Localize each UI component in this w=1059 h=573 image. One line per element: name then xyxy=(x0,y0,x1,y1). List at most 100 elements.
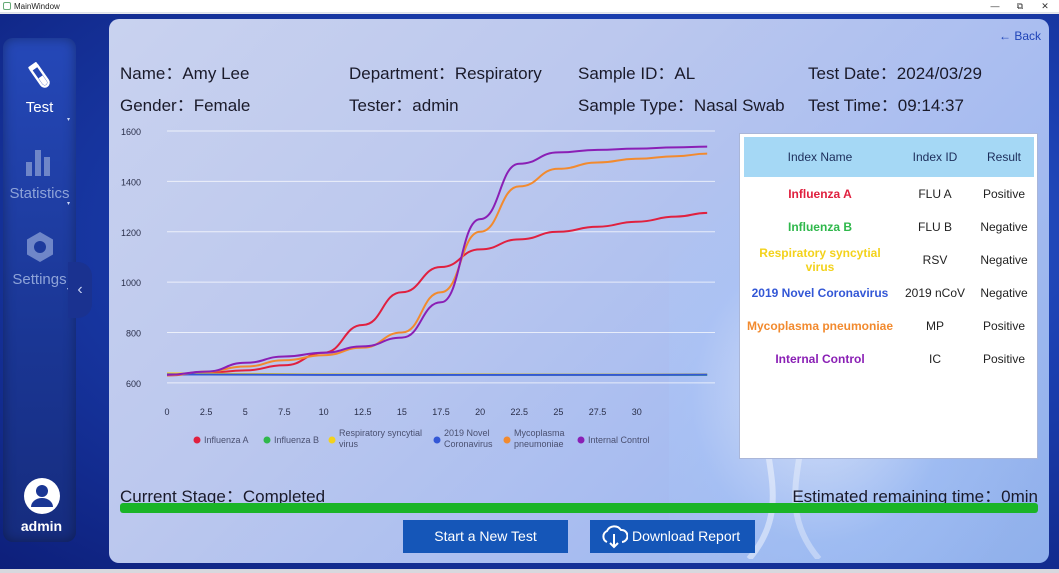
back-link[interactable]: ← Back xyxy=(999,29,1042,43)
sidebar-item-test[interactable]: Test ▾ xyxy=(3,60,76,123)
x-tick-label: 27.5 xyxy=(589,407,607,417)
index-id-cell: MP xyxy=(926,318,944,333)
x-tick-label: 5 xyxy=(243,407,248,417)
department: Department：Respiratory xyxy=(349,64,542,83)
x-tick-label: 2.5 xyxy=(200,407,213,417)
title-bar: MainWindow — ⧉ ✕ xyxy=(0,0,1059,13)
column-header-index-name: Index Name xyxy=(744,137,896,177)
progress-bar-fill xyxy=(120,503,1038,513)
index-id-cell: IC xyxy=(929,351,941,366)
patient-name: Name：Amy Lee xyxy=(120,64,250,83)
cloud-download-icon xyxy=(602,525,628,549)
results-header-row: Index Name Index ID Result xyxy=(744,137,1034,177)
result-cell: Positive xyxy=(982,318,1026,333)
chart-canvas: 600 800 1000 1200 1400 1600 0 2.5 5 7.5 10 12.5 15 17… xyxy=(121,127,715,449)
sidebar-item-label: Test xyxy=(25,99,54,116)
legend-label: Influenza A xyxy=(204,435,249,445)
table-row: 2019 Novel Coronavirus 2019 nCoV Negative xyxy=(744,276,1034,309)
sidebar-item-label: Settings xyxy=(12,271,67,288)
sidebar-item-label: Statistics xyxy=(9,185,70,202)
index-id-cell: FLU A xyxy=(918,186,952,201)
legend-marker xyxy=(503,436,511,444)
legend-marker xyxy=(263,436,271,444)
index-id-cell: FLU B xyxy=(917,219,952,234)
column-header-index-id: Index ID xyxy=(896,137,974,177)
test-time: Test Time：09:14:37 xyxy=(808,96,964,115)
patient-gender: Gender：Female xyxy=(120,96,251,115)
y-tick-label: 1000 xyxy=(121,278,141,288)
legend-marker xyxy=(433,436,441,444)
index-name-cell: Internal Control xyxy=(775,351,865,366)
window-bottom-edge xyxy=(0,569,1059,573)
amplification-chart: 600 800 1000 1200 1400 1600 0 2.5 5 7.5 10 12.5 15 17… xyxy=(117,125,729,465)
result-cell: Positive xyxy=(982,186,1026,201)
y-tick-label: 1600 xyxy=(121,127,141,137)
user-icon xyxy=(31,485,53,507)
index-name-cell: Influenza B xyxy=(787,219,852,234)
result-cell: Positive xyxy=(982,351,1026,366)
x-tick-label: 7.5 xyxy=(278,407,291,417)
sidebar-collapse-button[interactable]: ‹ xyxy=(68,262,92,318)
index-name-cell: Mycoplasma pneumoniae xyxy=(746,318,894,333)
x-tick-label: 20 xyxy=(475,407,485,417)
result-cell: Negative xyxy=(980,252,1028,267)
y-tick-label: 600 xyxy=(126,379,141,389)
sample-id: Sample ID：AL xyxy=(578,64,696,83)
window-title: MainWindow xyxy=(14,2,60,11)
series-line xyxy=(166,145,708,376)
x-tick-label: 15 xyxy=(397,407,407,417)
close-button[interactable]: ✕ xyxy=(1041,1,1049,11)
start-new-test-button[interactable]: Start a New Test xyxy=(403,520,568,553)
results-table: Index Name Index ID Result Influenza A FL… xyxy=(744,137,1034,375)
legend-label: Mycoplasma pneumoniae xyxy=(514,428,565,449)
table-row: Influenza A FLU A Positive xyxy=(744,177,1034,210)
bar-chart-icon xyxy=(25,150,50,176)
y-tick-label: 1400 xyxy=(121,177,141,187)
estimated-remaining-time: Estimated remaining time：0min xyxy=(792,487,1038,506)
result-cell: Negative xyxy=(980,285,1028,300)
minimize-button[interactable]: — xyxy=(990,1,1000,11)
series-line xyxy=(166,373,708,376)
index-name-cell: 2019 Novel Coronavirus xyxy=(751,285,889,300)
legend-marker xyxy=(328,436,336,444)
column-header-result: Result xyxy=(974,137,1034,177)
restore-button[interactable]: ⧉ xyxy=(1016,1,1024,11)
download-report-button[interactable]: Download Report xyxy=(590,520,755,553)
series-line xyxy=(166,211,708,377)
current-stage: Current Stage：Completed xyxy=(120,487,326,506)
sidebar: Test ▾ Statistics ▾ Settings ▾ admin xyxy=(3,38,76,542)
legend-marker xyxy=(577,436,585,444)
test-tube-icon xyxy=(27,62,50,88)
sidebar-item-settings[interactable]: Settings ▾ xyxy=(3,230,76,293)
legend-label: Influenza B xyxy=(274,435,319,445)
tester: Tester：admin xyxy=(349,96,459,115)
x-tick-label: 12.5 xyxy=(354,407,372,417)
x-tick-label: 30 xyxy=(632,407,642,417)
x-tick-label: 0 xyxy=(164,407,169,417)
test-date: Test Date：2024/03/29 xyxy=(808,64,982,83)
index-name-cell: Influenza A xyxy=(788,186,852,201)
sidebar-item-statistics[interactable]: Statistics ▾ xyxy=(3,146,76,207)
index-id-cell: 2019 nCoV xyxy=(904,285,966,300)
nav-indicator: ▾ xyxy=(66,201,70,207)
main-panel: ← Back Name：Amy Lee Gender：Female Depart… xyxy=(109,19,1049,563)
sample-type: Sample Type：Nasal Swab xyxy=(578,96,785,115)
user-name: admin xyxy=(20,518,63,534)
index-id-cell: RSV xyxy=(922,252,948,267)
legend-label: 2019 Novel Coronavirus xyxy=(444,428,493,449)
x-tick-label: 22.5 xyxy=(511,407,529,417)
table-row: Influenza B FLU B Negative xyxy=(744,210,1034,243)
legend-label: Internal Control xyxy=(588,435,650,445)
legend-label: Respiratory syncytial virus xyxy=(339,428,422,449)
user-avatar-icon[interactable] xyxy=(24,478,60,514)
nav-indicator: ▾ xyxy=(66,117,70,123)
results-panel: Index Name Index ID Result Influenza A FL… xyxy=(739,133,1038,459)
series-line xyxy=(166,152,708,377)
table-row: Internal Control IC Positive xyxy=(744,342,1034,375)
legend-marker xyxy=(193,436,201,444)
index-name-cell: Respiratory syncytial virus xyxy=(759,245,881,274)
result-cell: Negative xyxy=(980,219,1028,234)
y-tick-label: 1200 xyxy=(121,228,141,238)
x-tick-label: 25 xyxy=(553,407,563,417)
progress-bar xyxy=(120,503,1038,513)
